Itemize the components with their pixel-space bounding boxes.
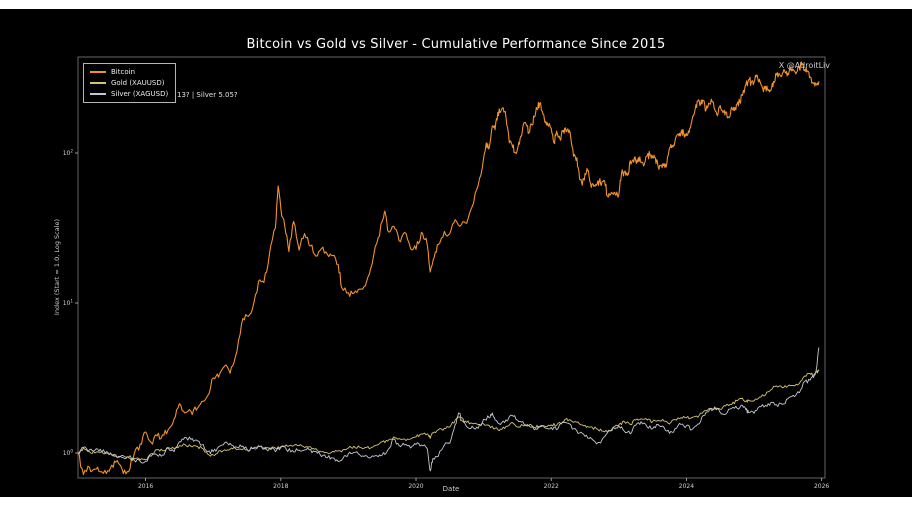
legend-label-gold: Gold (XAUUSD) <box>111 78 165 87</box>
svg-text:2018: 2018 <box>273 483 288 490</box>
subtitle-fragment: 13? | Silver 5.05? <box>177 91 238 99</box>
svg-text:2022: 2022 <box>544 483 559 490</box>
gold-line-swatch <box>90 81 106 84</box>
legend-item-gold: Gold (XAUUSD) <box>90 78 170 87</box>
legend-item-silver: Silver (XAGUSD) <box>90 89 170 98</box>
legend-label-silver: Silver (XAGUSD) <box>111 89 169 98</box>
legend-item-bitcoin: Bitcoin <box>90 67 170 76</box>
svg-text:100: 100 <box>63 449 74 458</box>
silver-line-swatch <box>90 92 106 95</box>
svg-text:102: 102 <box>63 149 74 158</box>
watermark-handle: X @AdroitLiv <box>778 61 830 70</box>
legend-label-bitcoin: Bitcoin <box>111 67 136 76</box>
chart-title: Bitcoin vs Gold vs Silver - Cumulative P… <box>246 37 666 52</box>
x-axis-label: Date <box>442 485 460 493</box>
svg-text:101: 101 <box>63 299 74 308</box>
y-axis-label: Index (Start = 1.0, Log Scale) <box>53 218 61 316</box>
svg-text:2016: 2016 <box>138 483 153 490</box>
legend-box: Bitcoin Gold (XAUUSD) Silver (XAGUSD) <box>83 63 176 103</box>
svg-text:2024: 2024 <box>679 483 694 490</box>
svg-text:2026: 2026 <box>814 483 829 490</box>
svg-text:2020: 2020 <box>408 483 423 490</box>
bitcoin-line-swatch <box>90 70 106 73</box>
